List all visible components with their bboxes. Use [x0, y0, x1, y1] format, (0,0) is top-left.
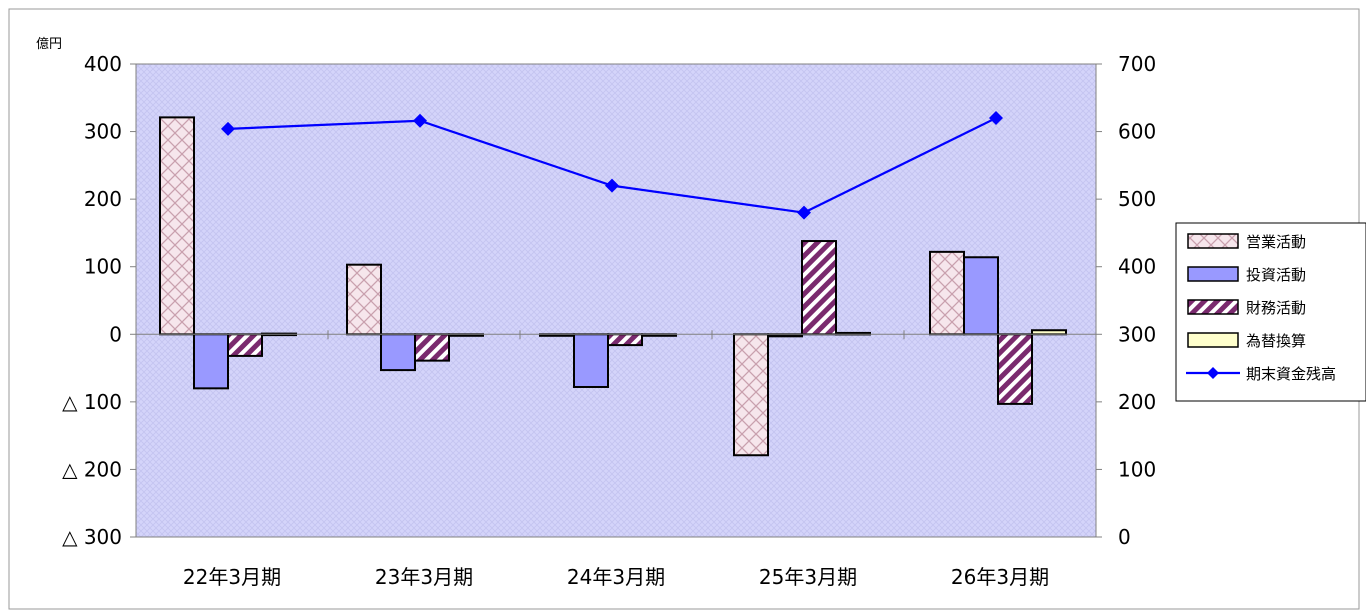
y-right-tick-label: 0 [1118, 525, 1131, 549]
line-point-期末資金残高 [221, 121, 235, 136]
y-right-tick-label: 500 [1118, 187, 1156, 211]
y-left-tick-label: △ 300 [62, 525, 122, 549]
x-tick-label: 24年3月期 [567, 565, 665, 589]
bar-財務活動 [997, 333, 1033, 405]
bar-series [159, 116, 1067, 457]
y-left-tick-label: △ 200 [62, 457, 122, 481]
y-left-tick-label: 300 [84, 120, 122, 144]
y-left-axis: 400 300 200 100 0 △ 100 △ 200 △ 300 [62, 52, 136, 549]
bar-投資活動 [963, 256, 999, 336]
y-left-tick-label: 200 [84, 187, 122, 211]
y-right-axis: 700 600 500 400 300 200 100 0 [1096, 52, 1156, 549]
y-right-tick-label: 200 [1118, 390, 1156, 414]
bar-営業活動 [733, 333, 769, 457]
legend-swatch [1187, 233, 1239, 249]
y-left-tick-label: 100 [84, 255, 122, 279]
x-axis: 22年3月期 23年3月期 24年3月期 25年3月期 26年3月期 [183, 565, 1049, 589]
y-right-tick-label: 600 [1118, 120, 1156, 144]
bar-営業活動 [929, 250, 965, 336]
x-tick-label: 22年3月期 [183, 565, 281, 589]
line-point-期末資金残高 [989, 111, 1003, 126]
y-right-tick-label: 100 [1118, 457, 1156, 481]
legend-label: 営業活動 [1246, 233, 1306, 251]
bar-投資活動 [193, 333, 229, 390]
bar-投資活動 [380, 333, 416, 372]
bar-営業活動 [346, 263, 382, 336]
x-tick-label: 26年3月期 [951, 565, 1049, 589]
legend-marker [1207, 367, 1219, 379]
bar-営業活動 [159, 116, 195, 336]
legend-label: 投資活動 [1246, 266, 1306, 284]
legend-swatch [1187, 266, 1239, 282]
bar-財務活動 [227, 333, 263, 357]
x-tick-label: 25年3月期 [759, 565, 857, 589]
y-left-tick-label: 0 [109, 322, 122, 346]
bar-財務活動 [801, 240, 837, 336]
y-left-tick-label: △ 100 [62, 390, 122, 414]
line-series [221, 111, 1003, 220]
line-point-期末資金残高 [413, 113, 427, 128]
bar-財務活動 [414, 333, 450, 362]
legend-label: 財務活動 [1246, 299, 1306, 317]
legend-swatch [1187, 299, 1239, 315]
legend-label: 期末資金残高 [1246, 365, 1336, 383]
y-left-tick-label: 400 [84, 52, 122, 76]
x-tick-label: 23年3月期 [375, 565, 473, 589]
y-right-tick-label: 400 [1118, 255, 1156, 279]
line-point-期末資金残高 [797, 205, 811, 220]
y-left-unit-label: 億円 [36, 36, 62, 52]
legend-swatch [1187, 332, 1239, 348]
y-right-tick-label: 700 [1118, 52, 1156, 76]
bar-投資活動 [573, 333, 609, 388]
bar-財務活動 [607, 333, 643, 347]
legend-label: 為替換算 [1246, 332, 1306, 350]
line-point-期末資金残高 [605, 178, 619, 193]
bar-為替換算 [1031, 329, 1067, 336]
zero-baseline [136, 330, 1096, 340]
y-right-tick-label: 300 [1118, 322, 1156, 346]
